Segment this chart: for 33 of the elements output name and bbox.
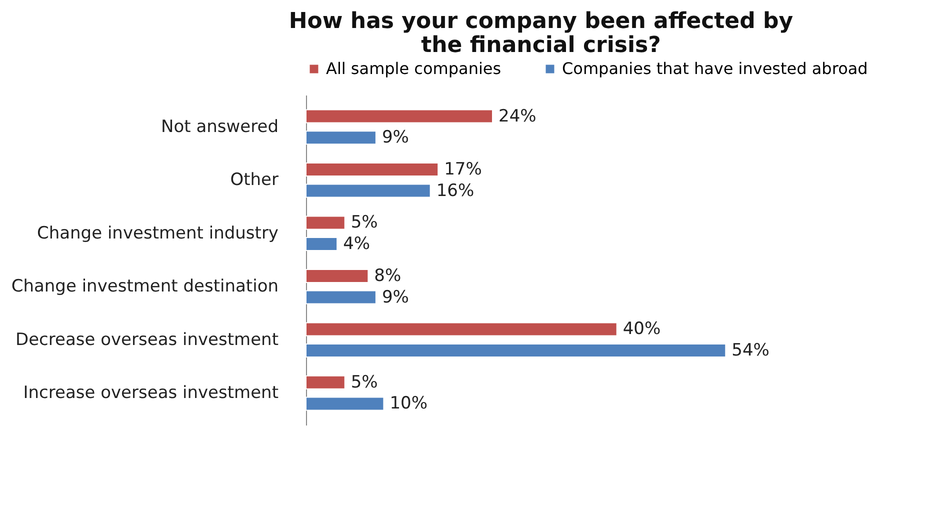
y-tick-label: Other <box>230 170 278 190</box>
y-tick-label: Not answered <box>161 116 278 137</box>
data-label: 5% <box>350 372 378 392</box>
bar <box>306 290 376 304</box>
bar <box>306 343 726 358</box>
bar <box>306 162 439 177</box>
y-tick-label: Increase overseas investment <box>23 383 279 404</box>
bar <box>306 375 346 390</box>
data-label: 24% <box>498 106 536 126</box>
bar <box>306 396 384 411</box>
y-tick-label: Change investment industry <box>36 223 278 244</box>
bar <box>306 130 376 145</box>
data-label: 40% <box>622 319 661 340</box>
bar <box>306 322 618 336</box>
chart-title: How has your company been affected by the financial crisis? <box>288 9 794 58</box>
bar <box>306 268 369 283</box>
data-label: 9% <box>382 128 409 148</box>
data-label: 9% <box>382 287 409 308</box>
bar <box>306 237 338 252</box>
legend-label: All sample companies <box>326 59 502 78</box>
data-label: 17% <box>444 160 482 180</box>
data-label: 10% <box>390 394 428 414</box>
data-label: 5% <box>350 212 378 233</box>
data-label: 54% <box>732 340 770 360</box>
bar <box>306 216 346 230</box>
data-label: 16% <box>436 180 474 201</box>
y-tick-label: Decrease overseas investment <box>15 330 279 350</box>
bar <box>306 184 431 198</box>
legend-label: Companies that have invested abroad <box>562 59 868 78</box>
data-label: 8% <box>374 266 402 286</box>
y-tick-label: Change investment destination <box>11 276 278 297</box>
bar <box>306 109 494 124</box>
data-label: 4% <box>343 234 370 254</box>
